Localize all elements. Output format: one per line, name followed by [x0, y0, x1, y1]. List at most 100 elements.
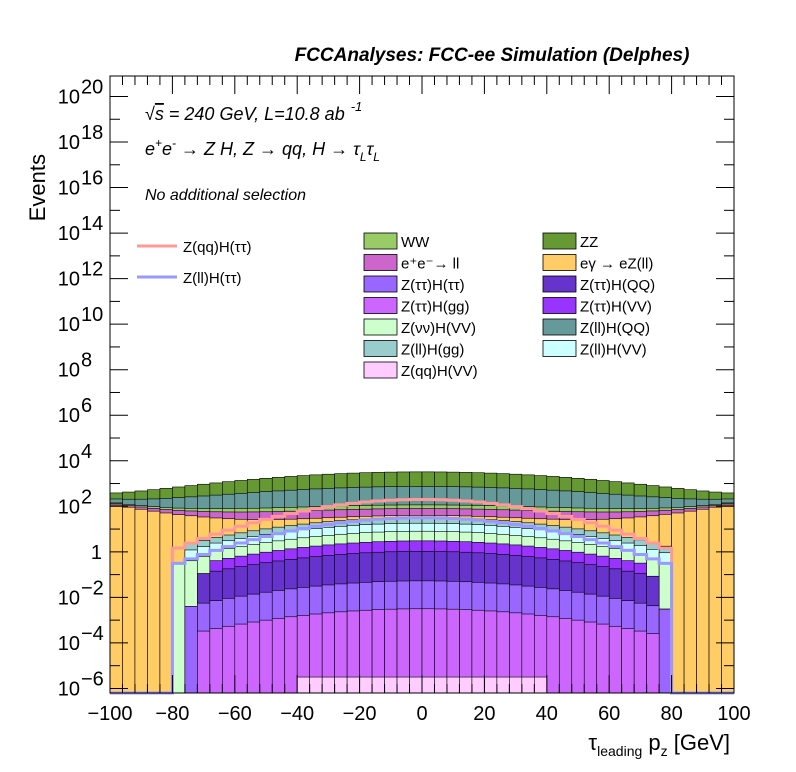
x-tick-label: 80: [660, 703, 682, 725]
x-label-mid: p: [642, 730, 660, 755]
legend-swatch-z-ll-h-gg: [363, 340, 398, 357]
legend-label-z-h-vv: Z(νν)H(VV): [401, 320, 476, 337]
y-tick-base: 10: [58, 269, 80, 291]
y-tick-label: 10: [58, 496, 80, 518]
bar-z-h-gg: [259, 619, 273, 694]
bar-z-h-vv: [172, 563, 186, 694]
legend-swatch-zz: [542, 232, 577, 250]
y-tick-base: 10: [58, 314, 80, 336]
process-annotation: e+e- → Z H, Z → qq, H → τLτL: [145, 136, 380, 164]
legend-swatch-z-qq-h-vv: [363, 361, 398, 379]
bar-e-ez-ll: [721, 504, 735, 694]
legend-label-z-qq-h: Z(qq)H(ττ): [183, 239, 252, 256]
line-layer: [110, 498, 734, 695]
legend-label-z-h-gg: Z(ττ)H(gg): [401, 299, 470, 316]
bar-z-qq-h-vv: [371, 676, 385, 694]
y-tick-exponent: 2: [81, 486, 92, 508]
proc-sub1: L: [360, 150, 367, 164]
bar-z-qq-h-vv: [434, 676, 448, 694]
y-tick-label: 10: [58, 678, 80, 700]
y-tick-label: 10: [58, 405, 80, 427]
legend-swatch-z-ll-h-qq: [542, 318, 577, 336]
bar-z-qq-h-vv: [309, 676, 323, 694]
x-tick-label: −60: [218, 703, 252, 725]
y-tick-label: 1: [91, 542, 102, 564]
bar-z-h-gg: [583, 621, 598, 694]
x-label-unit: [GeV]: [668, 730, 730, 755]
y-tick-exponent: 12: [81, 259, 103, 281]
energy-sup: -1: [351, 99, 363, 114]
bar-z-h-gg: [571, 619, 585, 694]
bar-z-h-gg: [246, 621, 261, 694]
bar-e-ez-ll: [122, 506, 136, 694]
legend-swatch-e-ez-ll: [542, 254, 577, 271]
bar-z-h-gg: [209, 628, 223, 694]
legend-swatch-e-e-ll: [363, 254, 398, 271]
legend-swatch-z-h: [363, 275, 398, 293]
selection-annotation: No additional selection: [145, 187, 306, 204]
y-tick-base: 10: [58, 633, 80, 655]
legend-label-z-ll-h-qq: Z(ll)H(QQ): [580, 320, 650, 337]
y-tick-base: 10: [58, 587, 80, 609]
bar-z-h-gg: [197, 630, 211, 694]
x-axis-label: τleading pz [GeV]: [588, 730, 730, 759]
y-tick-exponent: −2: [81, 577, 104, 599]
bar-z-qq-h-vv: [471, 676, 485, 694]
proc-e1-sup: +: [155, 136, 162, 150]
legend-swatch-z-h-gg: [363, 297, 398, 314]
legend-label-z-ll-h-gg: Z(ll)H(gg): [401, 342, 464, 359]
bar-z-h-gg: [271, 618, 286, 694]
legend-label-e-e-ll: e⁺e⁻→ ll: [401, 256, 459, 273]
proc-e1: e: [145, 139, 155, 159]
line-z-qq-h: [110, 498, 734, 695]
proc-e2: e: [162, 139, 172, 159]
chart-title: FCCAnalyses: FCC-ee Simulation (Delphes): [295, 45, 690, 66]
y-tick-exponent: 10: [81, 304, 103, 326]
bar-e-ez-ll: [683, 510, 697, 694]
y-tick-exponent: −6: [81, 668, 104, 690]
y-tick-label: 10: [58, 633, 80, 655]
x-tick-label: −20: [343, 703, 377, 725]
x-tick-label: −100: [87, 703, 132, 725]
bar-z-qq-h-vv: [446, 676, 460, 694]
line-legend: Z(qq)H(ττ) Z(ll)H(ττ): [137, 239, 252, 287]
bar-z-h-gg: [596, 623, 610, 694]
bar-z-h-gg: [558, 618, 573, 694]
bar-e-ez-ll: [696, 508, 710, 694]
x-axis: −100 −80 −60 −40 −20 0 20 40 60 80 100: [87, 76, 751, 725]
y-tick-label: 10: [58, 451, 80, 473]
legend-swatch-z-ll-h-vv: [542, 340, 577, 357]
proc-e2-sup: -: [172, 136, 176, 150]
y-tick-base: 10: [58, 178, 80, 200]
s-symbol: s: [155, 104, 164, 124]
x-tick-label: 20: [473, 703, 495, 725]
legend-label-z-h-qq: Z(ττ)H(QQ): [580, 277, 655, 294]
legend-label-e-ez-ll: eγ → eZ(ll): [580, 256, 653, 273]
y-tick-exponent: 6: [81, 395, 92, 417]
bar-z-qq-h-vv: [334, 676, 348, 694]
y-tick-exponent: 20: [81, 76, 103, 98]
bar-e-ez-ll: [134, 508, 148, 694]
y-tick-base: 1: [91, 542, 102, 564]
sqrt-symbol: √: [145, 104, 155, 124]
legend-swatch-z-h-qq: [542, 275, 577, 293]
bar-e-ez-ll: [708, 506, 722, 694]
bar-z-qq-h-vv: [296, 676, 310, 694]
bar-z-qq-h-vv: [484, 676, 498, 694]
legend: WW e⁺e⁻→ ll Z(ττ)H(ττ) Z(ττ)H(gg) Z(νν)H(VV)…: [363, 232, 655, 380]
x-label-sub: leading: [597, 743, 642, 759]
y-tick-exponent: 14: [81, 213, 103, 235]
legend-label-z-h: Z(ττ)H(ττ): [401, 277, 465, 294]
bar-z-qq-h-vv: [359, 676, 373, 694]
legend-swatch-z-h-vv: [363, 318, 398, 336]
bar-e-ez-ll: [109, 504, 123, 694]
x-label-symbol: τ: [588, 730, 597, 755]
y-tick-exponent: 8: [81, 350, 92, 372]
legend-label-z-ll-h-vv: Z(ll)H(VV): [580, 342, 647, 359]
y-tick-base: 10: [58, 678, 80, 700]
legend-label-z-ll-h: Z(ll)H(ττ): [183, 270, 242, 287]
bar-z-h-gg: [621, 628, 635, 694]
legend-label-zz: ZZ: [580, 234, 598, 251]
